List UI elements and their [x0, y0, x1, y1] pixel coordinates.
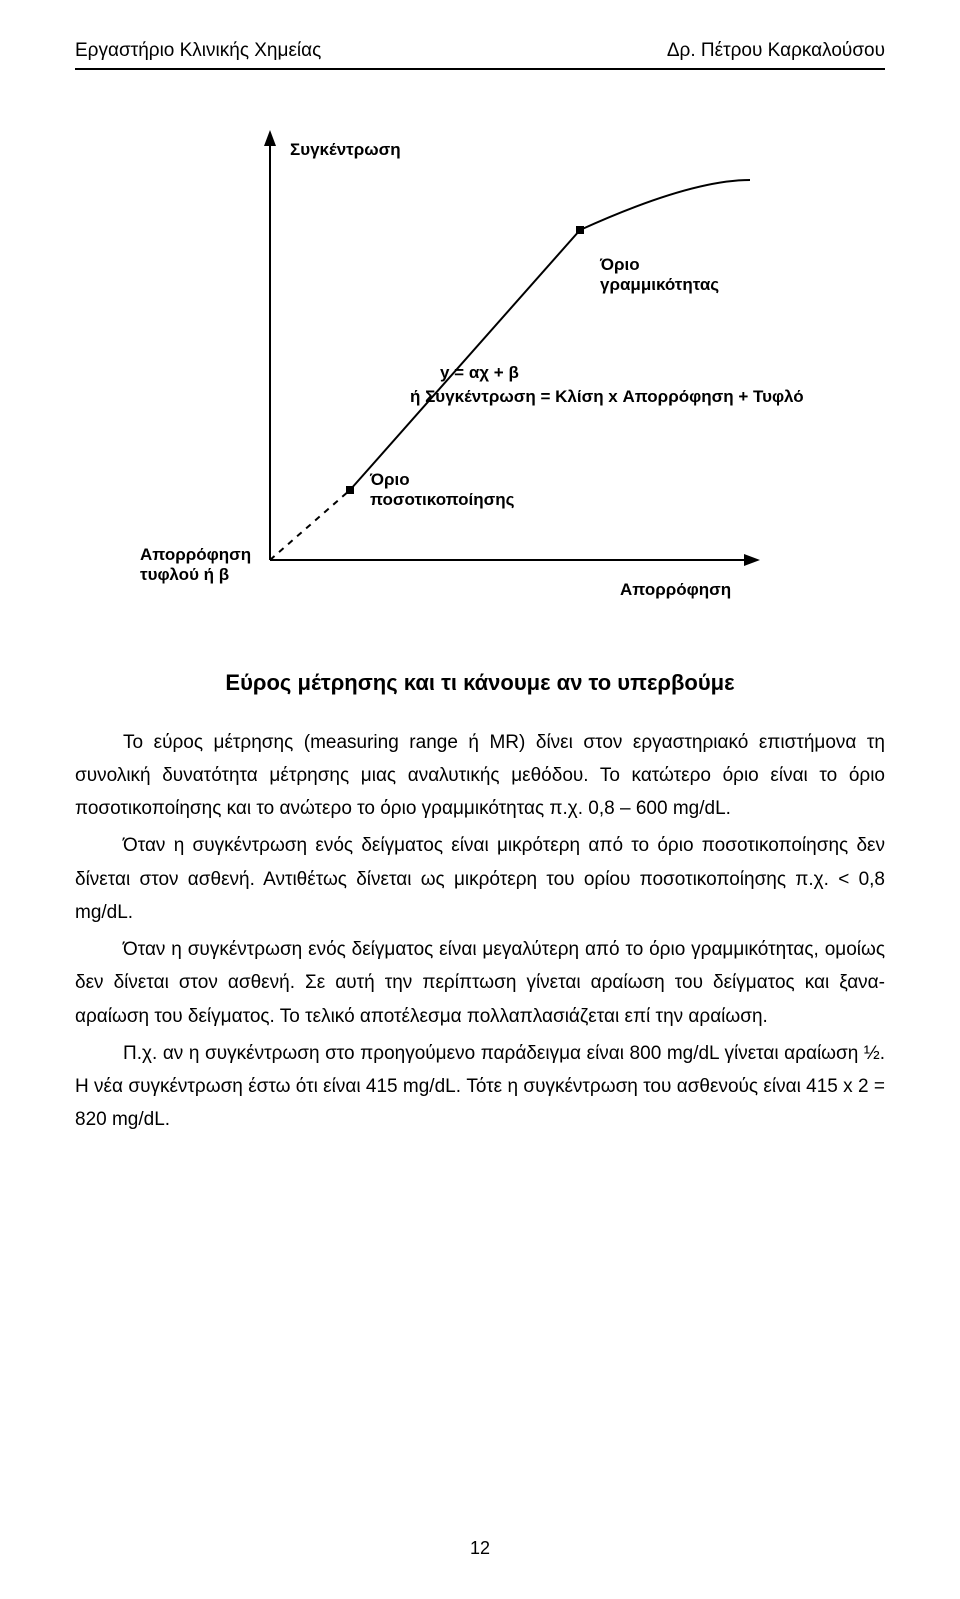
equation-line2: ή Συγκέντρωση = Κλίση x Απορρόφηση + Τυφ…: [410, 387, 804, 406]
limit-marker: [576, 226, 584, 234]
y-axis-arrow: [264, 130, 276, 146]
linearity-diagram: Συγκέντρωση Απορρόφηση Απορρόφηση τυφλού…: [130, 100, 830, 620]
x-axis-arrow: [744, 554, 760, 566]
x-axis-title: Απορρόφηση: [620, 580, 731, 599]
paragraph-1: Το εύρος μέτρησης (measuring range ή MR)…: [75, 726, 885, 826]
dashed-segment: [270, 490, 350, 560]
paragraph-2: Όταν η συγκέντρωση ενός δείγματος είναι …: [75, 829, 885, 929]
quant-label-line1: Όριο: [369, 470, 410, 489]
quant-marker: [346, 486, 354, 494]
equation-line1: y = αχ + β: [440, 363, 519, 382]
header-left: Εργαστήριο Κλινικής Χημείας: [75, 40, 321, 62]
page-header: Εργαστήριο Κλινικής Χημείας Δρ. Πέτρου Κ…: [75, 40, 885, 62]
header-rule: [75, 68, 885, 70]
limit-label-line2: γραμμικότητας: [600, 275, 719, 294]
header-right: Δρ. Πέτρου Καρκαλούσου: [667, 40, 885, 62]
origin-label-line1: Απορρόφηση: [140, 545, 251, 564]
limit-label-line1: Όριο: [599, 255, 640, 274]
paragraph-4: Π.χ. αν η συγκέντρωση στο προηγούμενο πα…: [75, 1037, 885, 1137]
quant-label-line2: ποσοτικοποίησης: [370, 490, 515, 509]
section-title: Εύρος μέτρησης και τι κάνουμε αν το υπερ…: [75, 670, 885, 696]
page-number: 12: [0, 1538, 960, 1559]
figure-container: Συγκέντρωση Απορρόφηση Απορρόφηση τυφλού…: [75, 100, 885, 620]
body-text: Το εύρος μέτρησης (measuring range ή MR)…: [75, 726, 885, 1137]
y-axis-title: Συγκέντρωση: [290, 140, 401, 159]
plateau-curve: [580, 180, 750, 230]
paragraph-3: Όταν η συγκέντρωση ενός δείγματος είναι …: [75, 933, 885, 1033]
linear-segment: [350, 230, 580, 490]
origin-label-line2: τυφλού ή β: [140, 565, 229, 584]
